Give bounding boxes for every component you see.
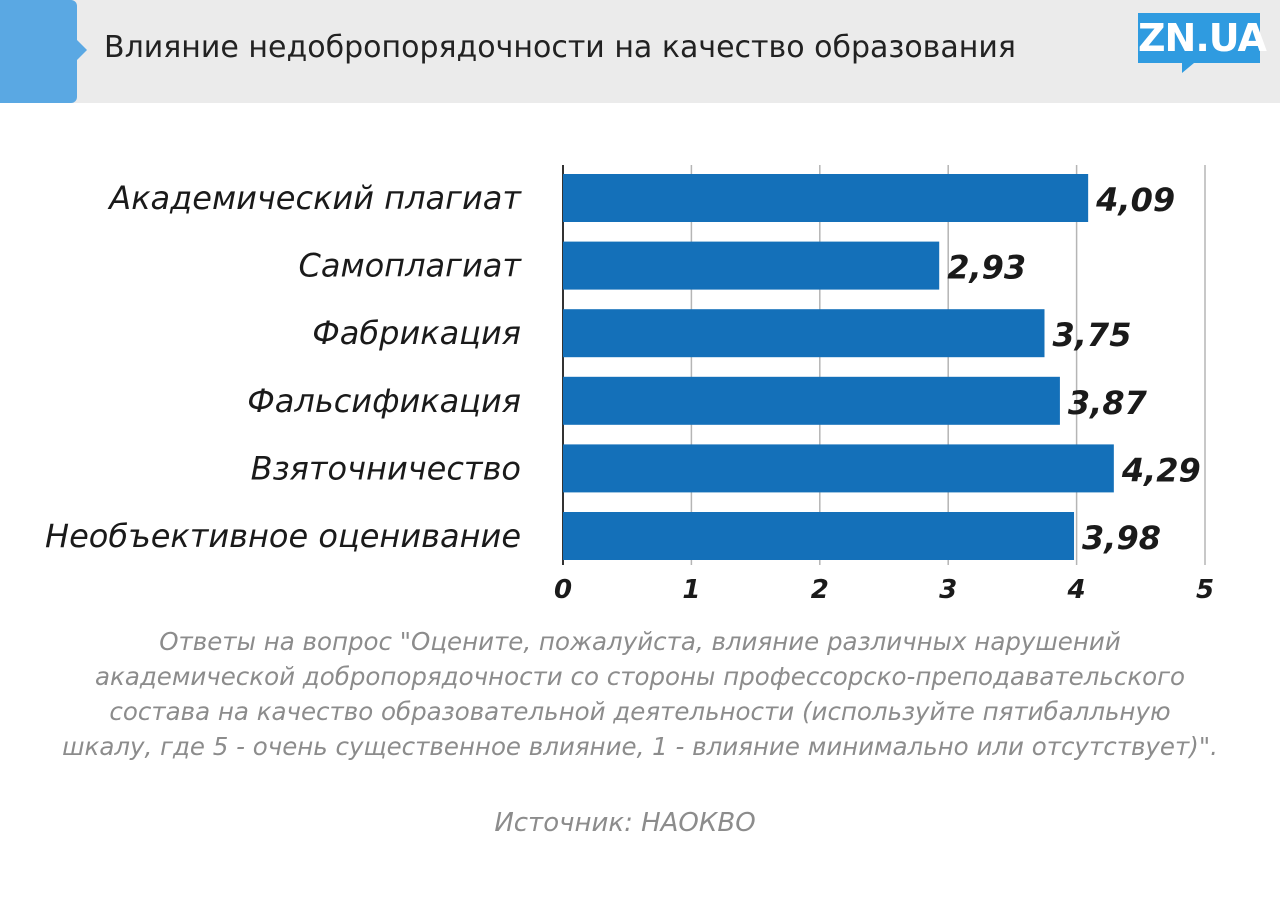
source-note: Источник: НАОКВО: [494, 808, 756, 838]
category-label: Самоплагиат: [298, 247, 522, 285]
chart-caption: Ответы на вопрос "Оцените, пожалуйста, в…: [40, 624, 1240, 764]
bar: [563, 512, 1075, 560]
data-label: 2,93: [947, 249, 1026, 287]
category-label: Взяточничество: [251, 449, 521, 487]
data-label: 3,75: [1053, 316, 1132, 354]
caption-line: академической добропорядочности со сторо…: [95, 662, 1185, 691]
x-tick-label: 0: [554, 575, 572, 605]
x-tick-label: 3: [939, 575, 957, 605]
x-tick-label: 2: [811, 575, 829, 605]
zn-ua-logo: ZN.UA: [1138, 13, 1267, 73]
bar: [563, 444, 1114, 493]
x-tick-label: 5: [1196, 575, 1214, 605]
labels: 0 1 2 3 4 5 Академический плагиат 4,09 Самоплаги…: [45, 179, 1214, 605]
x-tick-label: 4: [1067, 575, 1086, 605]
caption-line: состава на качество образовательной деят…: [109, 697, 1171, 726]
header-bar: Влияние недобропорядочности на качество …: [0, 0, 1280, 103]
grid-lines: [562, 165, 1206, 565]
bar-chart: 0 1 2 3 4 5 Академический плагиат 4,09 Самоплаги…: [45, 165, 1214, 605]
category-label: Фабрикация: [312, 314, 521, 352]
bars: [563, 174, 1114, 560]
x-tick-label: 1: [682, 575, 700, 605]
bar: [563, 309, 1045, 358]
bar: [563, 376, 1060, 425]
bar: [563, 241, 940, 290]
category-label: Необъективное оценивание: [45, 517, 521, 555]
caption-line: Ответы на вопрос "Оцените, пожалуйста, в…: [159, 627, 1121, 656]
bar: [563, 174, 1089, 222]
header-accent-tab: [0, 0, 87, 103]
data-label: 4,09: [1095, 181, 1175, 219]
data-label: 3,98: [1082, 519, 1161, 557]
page-title: Влияние недобропорядочности на качество …: [104, 30, 1016, 65]
caption-line: шкалу, где 5 - очень существенное влияни…: [62, 732, 1218, 761]
data-label: 3,87: [1068, 384, 1148, 422]
data-label: 4,29: [1121, 451, 1201, 489]
category-label: Фальсификация: [247, 382, 521, 420]
category-label: Академический плагиат: [107, 179, 522, 217]
